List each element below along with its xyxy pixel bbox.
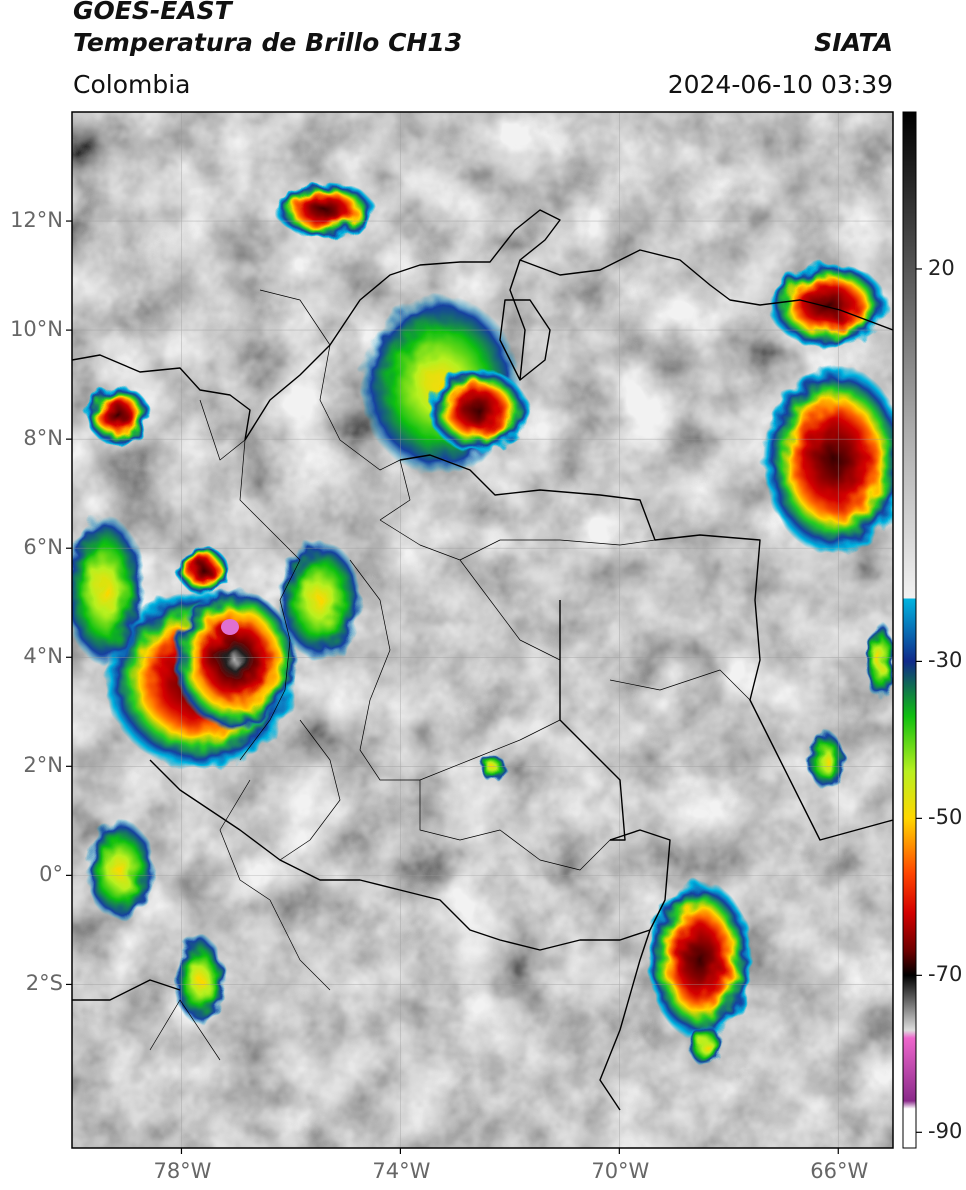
colorbar-tick-label: -50: [928, 805, 963, 830]
colorbar-tick-label: -90: [928, 1119, 963, 1144]
map-frame: [71, 111, 894, 1149]
country-borders: [72, 209, 893, 1111]
lat-tick-label: 6°N: [23, 535, 63, 560]
border-vaupes: [559, 600, 626, 841]
coastline-venezuela: [519, 249, 893, 331]
lon-tick-label: 70°W: [591, 1159, 650, 1183]
dept-line-12: [149, 999, 221, 1061]
coastline-panama: [72, 354, 251, 441]
storm-cell-southeast: [689, 1023, 721, 1067]
storm-cell-llanos: [481, 753, 505, 783]
lon-tick-label: 78°W: [153, 1159, 212, 1183]
lat-tick-label: 10°N: [10, 317, 63, 342]
lat-tick-label: 2°N: [23, 753, 63, 778]
lat-tick-label: 8°N: [23, 426, 63, 451]
lat-tick-label: 12°N: [10, 208, 63, 233]
storm-cell-choco: [278, 540, 362, 660]
department-borders: [149, 289, 751, 1061]
storm-cell-south: [175, 935, 225, 1025]
dept-line-9: [199, 399, 246, 461]
colorbar-tick-label: -70: [928, 962, 963, 987]
brand-label: SIATA: [814, 28, 893, 57]
dept-line-6: [419, 780, 611, 871]
storm-cell-panama: [86, 385, 150, 445]
lake-maracaibo: [499, 299, 551, 381]
convective-cells: [72, 182, 893, 1067]
storm-cell-amazon: [648, 880, 752, 1040]
border-peru-brazil: [599, 929, 651, 1111]
border-brazil: [609, 829, 671, 931]
dept-line-1: [239, 439, 301, 761]
coastline-caribbean: [244, 209, 561, 441]
lat-tick-label: 0°: [39, 862, 63, 887]
storm-cell-small: [177, 546, 229, 594]
dept-line-7: [459, 539, 656, 561]
storm-cell-west: [72, 515, 145, 665]
dept-line-4: [349, 559, 561, 781]
storm-cell-edge: [866, 620, 893, 700]
timestamp: 2024-06-10 03:39: [667, 70, 893, 99]
title-product: Temperatura de Brillo CH13: [73, 28, 463, 57]
overshooting-top: [221, 619, 239, 635]
lat-tick-label: 4°N: [23, 644, 63, 669]
dept-line-2: [319, 344, 411, 521]
graticule: [72, 112, 893, 1148]
title-satellite: GOES-EAST: [73, 0, 232, 25]
colorbar-tick-label: -30: [928, 648, 963, 673]
lon-tick-label: 74°W: [372, 1159, 431, 1183]
storm-cell-catatumbo: [428, 368, 528, 452]
dept-line-3: [379, 519, 561, 661]
colorbar: [902, 111, 922, 1149]
border-venezuela: [399, 454, 893, 841]
dept-line-5: [279, 719, 341, 861]
lon-tick-label: 66°W: [810, 1159, 869, 1183]
coastline-ecuador: [72, 979, 181, 1001]
storm-cell-venezuela-e: [763, 365, 893, 555]
colorbar-tick-label: 20: [928, 255, 955, 280]
dept-line-8: [259, 289, 331, 346]
storm-cell-core: [173, 590, 297, 730]
storm-cell-east: [808, 730, 844, 790]
lat-tick-label: 2°S: [25, 971, 63, 996]
storm-cell-caribbean: [275, 182, 375, 238]
storm-cell-ecuador: [85, 820, 155, 920]
border-ecuador-peru: [149, 759, 651, 951]
dept-line-10: [609, 669, 751, 701]
storm-cell-venezuela-n: [768, 263, 888, 347]
region-label: Colombia: [73, 70, 191, 99]
dept-line-11: [219, 779, 331, 991]
